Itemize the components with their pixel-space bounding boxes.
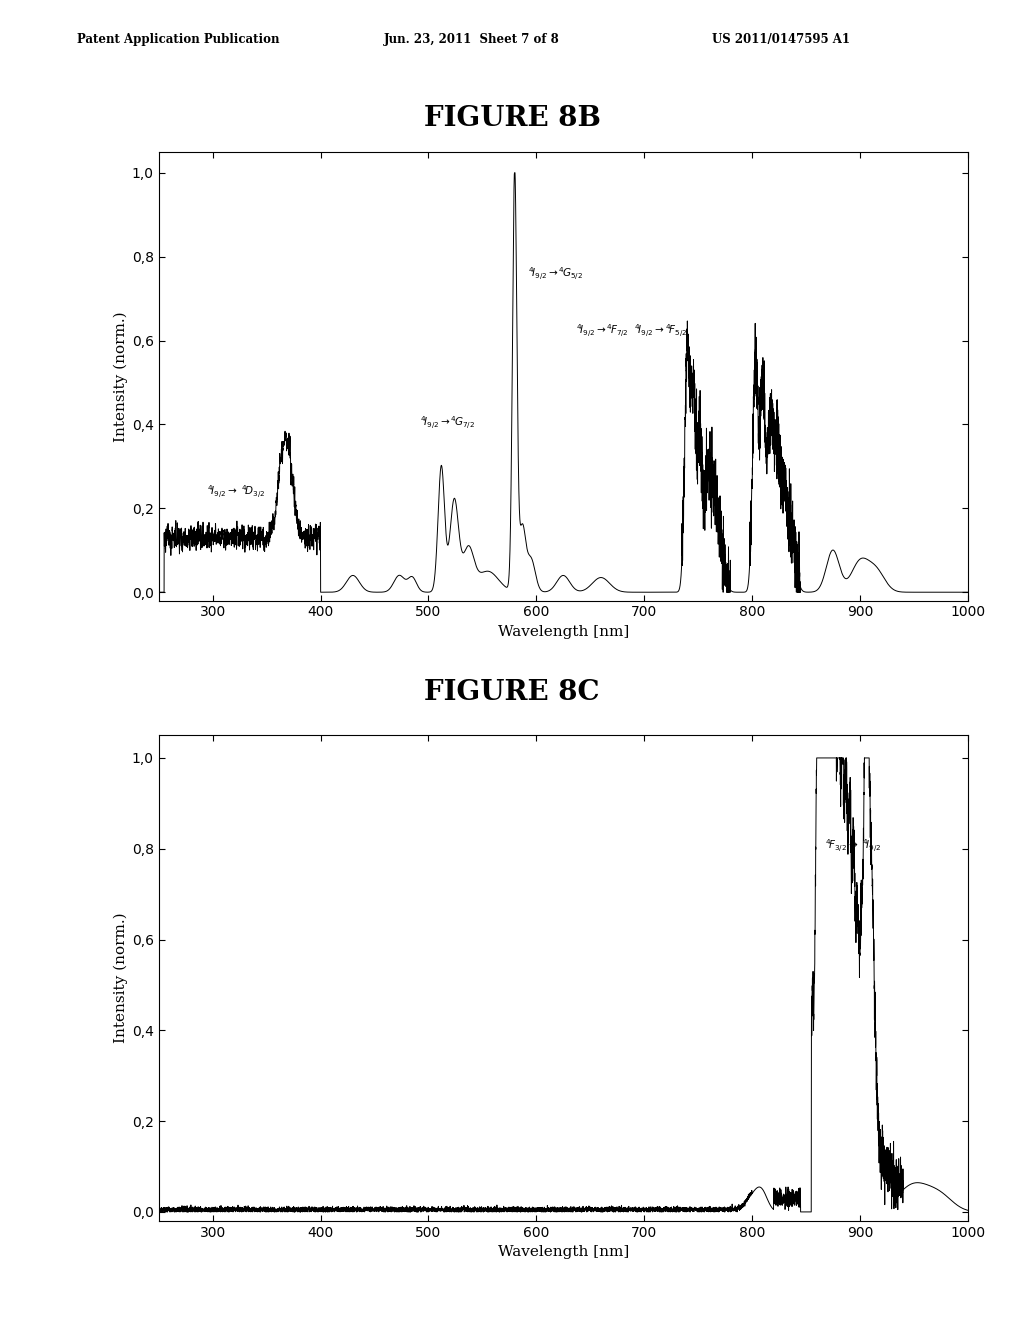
X-axis label: Wavelength [nm]: Wavelength [nm] (498, 1245, 629, 1259)
Text: $^4\!I_{9/2}$$\rightarrow$$^4\!G_{5/2}$: $^4\!I_{9/2}$$\rightarrow$$^4\!G_{5/2}$ (527, 265, 583, 282)
Text: $^4\!I_{9/2}$$\rightarrow$ $^4\!D_{3/2}$: $^4\!I_{9/2}$$\rightarrow$ $^4\!D_{3/2}$ (207, 483, 265, 500)
Text: $^4\!F_{3/2}$$\rightarrow$ $^4\!I_{9/2}$: $^4\!F_{3/2}$$\rightarrow$ $^4\!I_{9/2}$ (825, 837, 882, 854)
Y-axis label: Intensity (norm.): Intensity (norm.) (114, 913, 128, 1043)
Text: $^4\!I_{9/2}$$\rightarrow$$^4\!G_{7/2}$: $^4\!I_{9/2}$$\rightarrow$$^4\!G_{7/2}$ (420, 414, 475, 432)
Text: Jun. 23, 2011  Sheet 7 of 8: Jun. 23, 2011 Sheet 7 of 8 (384, 33, 560, 46)
Text: US 2011/0147595 A1: US 2011/0147595 A1 (712, 33, 850, 46)
Y-axis label: Intensity (norm.): Intensity (norm.) (114, 312, 128, 441)
Text: $^4\!I_{9/2}$$\rightarrow$$^4\!F_{7/2}$  $^4\!I_{9/2}$$\rightarrow$$^4\!F_{5/2}$: $^4\!I_{9/2}$$\rightarrow$$^4\!F_{7/2}$ … (577, 322, 687, 339)
X-axis label: Wavelength [nm]: Wavelength [nm] (498, 624, 629, 639)
Text: FIGURE 8C: FIGURE 8C (424, 680, 600, 706)
Text: FIGURE 8B: FIGURE 8B (424, 106, 600, 132)
Text: Patent Application Publication: Patent Application Publication (77, 33, 280, 46)
